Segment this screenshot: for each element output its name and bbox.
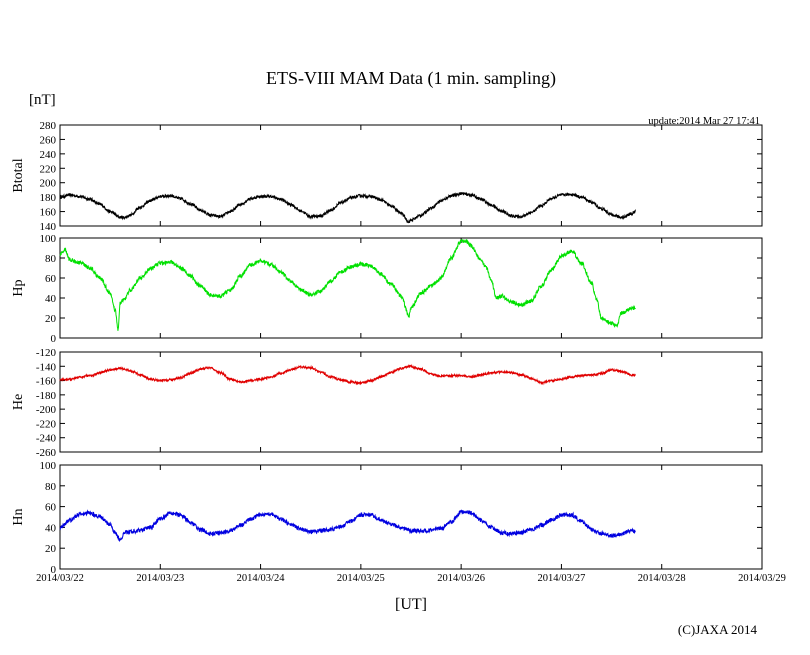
- y-tick-label: 200: [40, 178, 57, 190]
- y-tick-label: -140: [36, 361, 57, 373]
- chart-title: ETS-VIII MAM Data (1 min. sampling): [266, 68, 556, 89]
- panel-he: -120 -140 -160 -180 -200 -220 -240 -260 He: [11, 347, 763, 459]
- y-tick-label: 0: [51, 333, 57, 345]
- update-timestamp: update:2014 Mar 27 17:41: [648, 116, 760, 127]
- x-axis-label: [UT]: [395, 596, 427, 613]
- y-tick-label: 20: [45, 313, 57, 325]
- y-tick-label: 40: [45, 293, 57, 305]
- x-tick-label: 2014/03/27: [538, 573, 586, 584]
- panel-frame: [59, 464, 763, 570]
- panel-frame: [59, 351, 763, 453]
- x-tick-label: 2014/03/28: [638, 573, 686, 584]
- y-tick-label: 260: [40, 134, 57, 146]
- x-tick-label: 2014/03/23: [136, 573, 184, 584]
- copyright-text: (C)JAXA 2014: [678, 622, 758, 637]
- y-tick-label: -120: [36, 347, 57, 359]
- panel-hn: 100 80 60 40 20 0 Hn: [11, 460, 763, 576]
- x-axis-ticks: 2014/03/22 2014/03/23 2014/03/24 2014/03/25…: [36, 573, 786, 584]
- y-tick-label: 80: [45, 481, 57, 493]
- panel-hp: 100 80 60 40 20 0 Hp: [11, 233, 763, 345]
- panels-group: 280260240220200180160140Btotal1008060402…: [11, 120, 763, 576]
- y-tick-label: 240: [40, 149, 57, 161]
- x-tick-label: 2014/03/26: [437, 573, 485, 584]
- y-tick-label: 80: [45, 253, 57, 265]
- y-axis-label-btotal: Btotal: [11, 158, 26, 192]
- panel-frame: [59, 237, 763, 339]
- x-tick-label: 2014/03/22: [36, 573, 84, 584]
- unit-label: [nT]: [29, 92, 56, 108]
- y-tick-label: -240: [36, 433, 57, 445]
- y-tick-label: 40: [45, 522, 57, 534]
- y-tick-label: -200: [36, 404, 57, 416]
- series-line-hp: [59, 239, 636, 331]
- y-tick-label: 100: [40, 233, 57, 245]
- y-tick-label: 60: [45, 273, 57, 285]
- y-tick-label: 180: [40, 192, 57, 204]
- x-tick-label: 2014/03/24: [237, 573, 286, 584]
- y-tick-label: -220: [36, 418, 57, 430]
- y-axis-label-hp: Hp: [11, 279, 26, 296]
- y-axis-label-hn: Hn: [11, 508, 26, 525]
- y-tick-label: 60: [45, 502, 57, 514]
- panel-frame: [59, 124, 763, 227]
- x-tick-label: 2014/03/29: [738, 573, 786, 584]
- series-line-btotal: [59, 191, 636, 224]
- y-tick-label: -180: [36, 390, 57, 402]
- series-line-he: [59, 363, 636, 386]
- y-tick-label: 20: [45, 543, 57, 555]
- y-axis-label-he: He: [11, 394, 26, 410]
- y-tick-label: 0: [51, 564, 57, 576]
- series-line-hn: [59, 509, 636, 543]
- y-tick-label: 220: [40, 163, 57, 175]
- y-tick-label: 140: [40, 221, 57, 233]
- panel-btotal: 280 260 240 220 200 180 160 140 Btotal: [11, 120, 763, 233]
- y-tick-label: 100: [40, 460, 57, 472]
- y-tick-label: -260: [36, 447, 57, 459]
- y-tick-label: -160: [36, 376, 57, 388]
- y-tick-label: 160: [40, 207, 57, 219]
- y-tick-label: 280: [40, 120, 57, 132]
- x-tick-label: 2014/03/25: [337, 573, 385, 584]
